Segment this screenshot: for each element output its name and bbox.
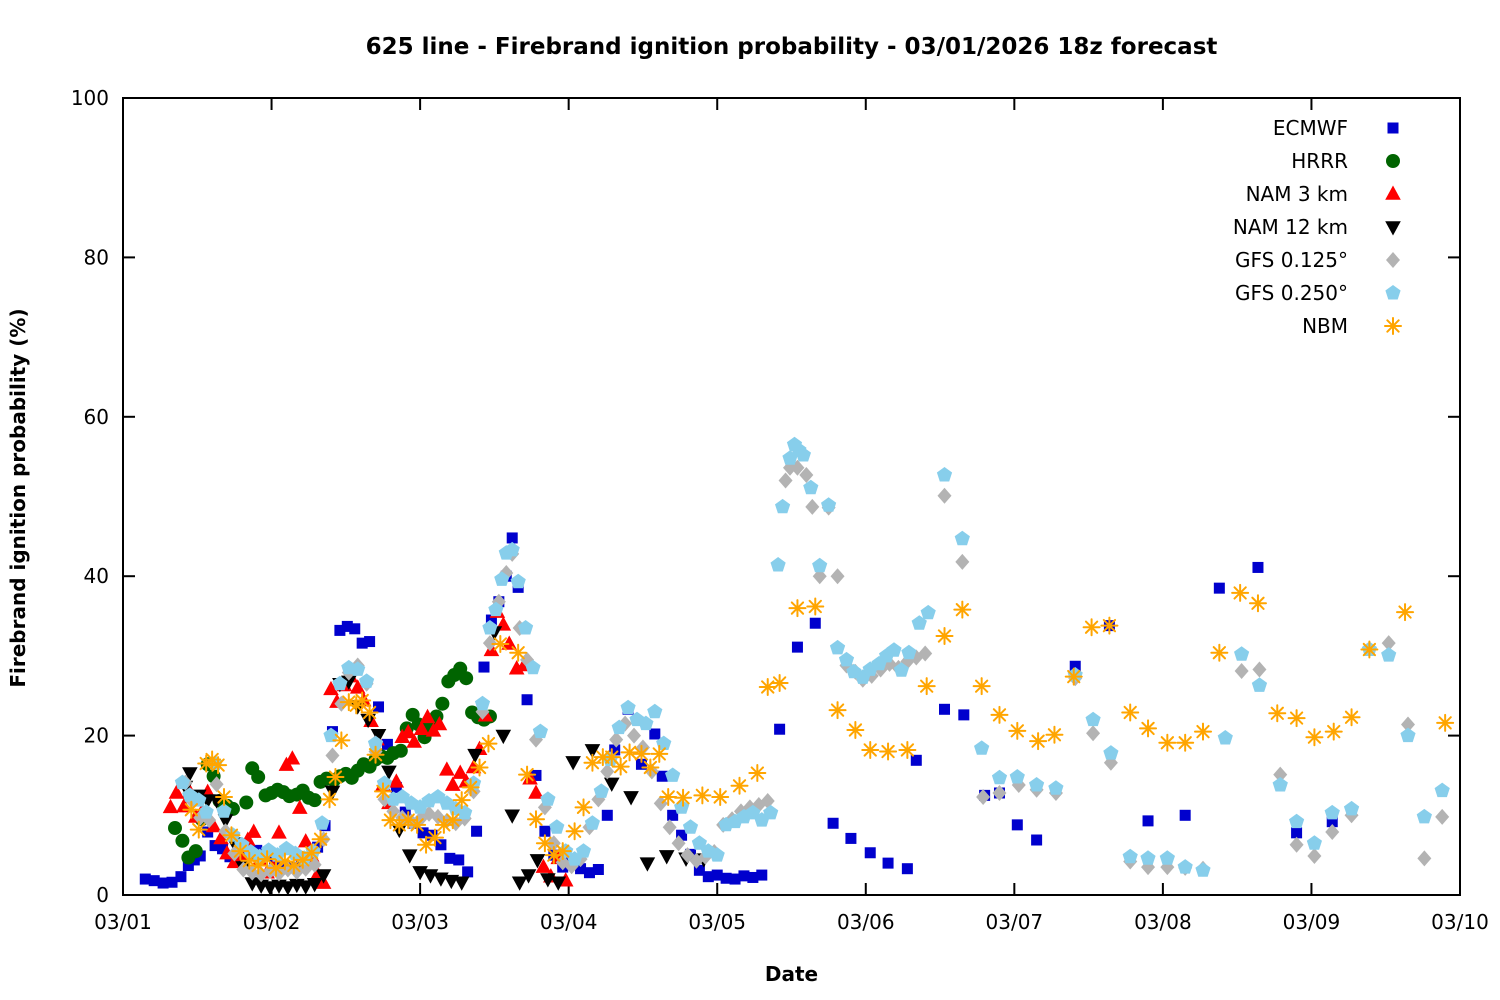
y-tick-label-100: 100 <box>71 86 109 110</box>
x-tick-label-03/07: 03/07 <box>986 910 1044 934</box>
legend-item-GFS-0-125-: GFS 0.125° <box>1235 248 1400 272</box>
plot-frame <box>122 97 1461 896</box>
legend-item-NBM: NBM <box>1302 314 1402 338</box>
x-tick-label-03/04: 03/04 <box>540 910 598 934</box>
legend-item-HRRR: HRRR <box>1291 149 1400 173</box>
legend-item-NAM-12-km: NAM 12 km <box>1233 215 1401 239</box>
legend-label: GFS 0.125° <box>1235 248 1348 272</box>
legend-label: NAM 3 km <box>1246 182 1348 206</box>
y-tick-label-0: 0 <box>96 883 109 907</box>
x-tick-label-03/01: 03/01 <box>94 910 152 934</box>
x-tick-label-03/02: 03/02 <box>243 910 301 934</box>
series-ECMWF <box>139 532 1338 889</box>
x-tick-label-03/09: 03/09 <box>1283 910 1341 934</box>
x-tick-label-03/08: 03/08 <box>1134 910 1192 934</box>
legend-item-ECMWF: ECMWF <box>1273 116 1399 140</box>
x-axis-label: Date <box>764 962 819 986</box>
y-tick-label-80: 80 <box>84 245 109 269</box>
series-GFS-0-250- <box>174 436 1450 877</box>
legend-label: NAM 12 km <box>1233 215 1348 239</box>
series-NBM <box>182 583 1455 877</box>
legend-label: NBM <box>1302 314 1348 338</box>
legend-label: HRRR <box>1291 149 1348 173</box>
legend-item-GFS-0-250-: GFS 0.250° <box>1235 281 1401 305</box>
y-tick-label-40: 40 <box>84 564 109 588</box>
x-tick-label-03/10: 03/10 <box>1431 910 1489 934</box>
x-tick-label-03/05: 03/05 <box>688 910 746 934</box>
series-GFS-0-125- <box>178 459 1450 883</box>
x-tick-label-03/03: 03/03 <box>391 910 449 934</box>
chart-title: 625 line - Firebrand ignition probabilit… <box>365 34 1218 60</box>
legend-label: GFS 0.250° <box>1235 281 1348 305</box>
x-tick-label-03/06: 03/06 <box>837 910 895 934</box>
legend-label: ECMWF <box>1273 116 1348 140</box>
y-tick-label-20: 20 <box>84 724 109 748</box>
y-tick-label-60: 60 <box>84 405 109 429</box>
legend-item-NAM-3-km: NAM 3 km <box>1246 182 1401 206</box>
